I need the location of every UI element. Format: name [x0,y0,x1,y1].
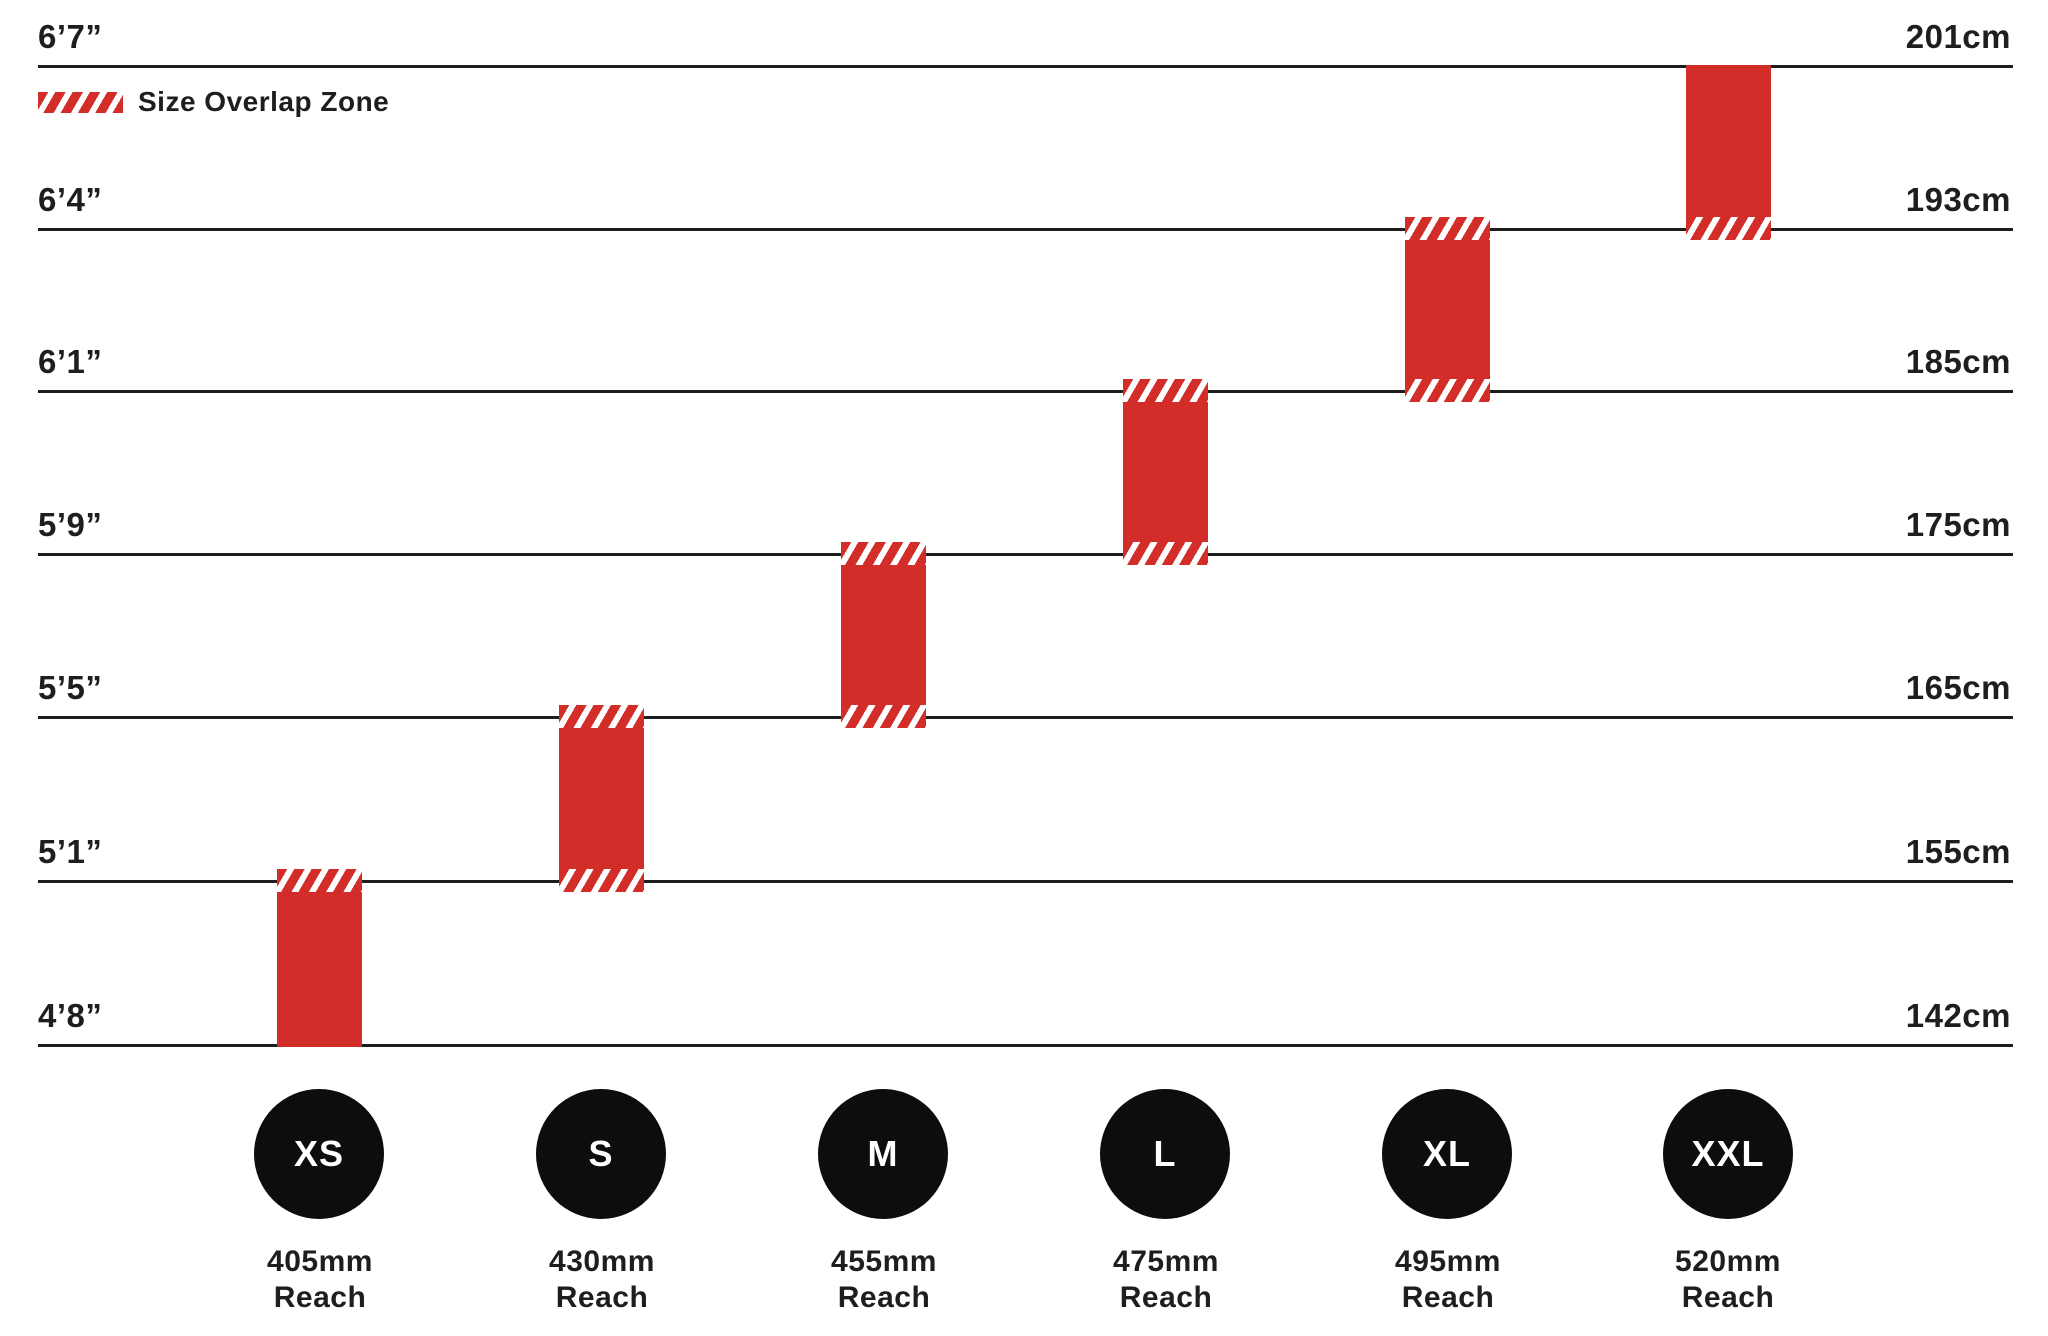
reach-value: 495mm [1395,1245,1501,1278]
reach-value: 455mm [831,1245,937,1278]
gridline-185cm [38,390,2013,393]
reach-word: Reach [1119,1281,1213,1314]
overlap-zone-hatch [841,705,926,728]
tick-metric-142cm: 142cm [1905,997,2011,1034]
gridline-193cm [38,228,2013,231]
size-badge-label: XXL [1691,1133,1765,1174]
overlap-zone-hatch [277,869,362,892]
tick-metric-201cm: 201cm [1905,18,2011,55]
reach-word: Reach [555,1281,649,1314]
tick-imperial-5ft1: 5’1” [38,833,103,870]
reach-value: 475mm [1113,1245,1219,1278]
size-badge-xl: XL [1382,1089,1512,1219]
size-bar-xxl [1686,65,1771,240]
size-bar-xl [1405,217,1490,402]
size-badge-xxl: XXL [1663,1089,1793,1219]
reach-label-l: 475mm Reach [1056,1244,1276,1316]
tick-imperial-5ft5: 5’5” [38,669,103,706]
reach-word: Reach [273,1281,367,1314]
tick-imperial-6ft4: 6’4” [38,181,103,218]
gridline-175cm [38,553,2013,556]
size-badge-label: L [1153,1133,1177,1174]
legend-label: Size Overlap Zone [138,86,390,117]
size-bar-s [559,705,644,892]
reach-label-xs: 405mm Reach [210,1244,430,1316]
gridline-165cm [38,716,2013,719]
tick-metric-165cm: 165cm [1905,669,2011,706]
overlap-zone-hatch [1123,379,1208,402]
reach-word: Reach [837,1281,931,1314]
legend: Size Overlap Zone [38,86,389,118]
overlap-zone-hatch [559,705,644,728]
reach-value: 520mm [1675,1245,1781,1278]
reach-value: 430mm [549,1245,655,1278]
tick-metric-193cm: 193cm [1905,181,2011,218]
gridline-201cm [38,65,2013,68]
overlap-zone-hatch [1686,217,1771,240]
tick-metric-155cm: 155cm [1905,833,2011,870]
size-bar-m [841,542,926,728]
size-badge-label: M [867,1133,899,1174]
overlap-zone-hatch [1123,542,1208,565]
size-badge-label: S [588,1133,614,1174]
gridline-155cm [38,880,2013,883]
reach-value: 405mm [267,1245,373,1278]
reach-word: Reach [1401,1281,1495,1314]
reach-word: Reach [1681,1281,1775,1314]
overlap-hatch-swatch-icon [38,91,123,113]
reach-label-s: 430mm Reach [492,1244,712,1316]
overlap-zone-hatch [841,542,926,565]
tick-imperial-5ft9: 5’9” [38,506,103,543]
size-badge-m: M [818,1089,948,1219]
reach-label-m: 455mm Reach [774,1244,994,1316]
reach-label-xl: 495mm Reach [1338,1244,1558,1316]
tick-imperial-4ft8: 4’8” [38,997,103,1034]
size-badge-xs: XS [254,1089,384,1219]
gridline-142cm [38,1044,2013,1047]
size-badge-s: S [536,1089,666,1219]
tick-imperial-6ft1: 6’1” [38,343,103,380]
size-badge-label: XS [293,1133,345,1174]
overlap-zone-hatch [1405,217,1490,240]
tick-metric-185cm: 185cm [1905,343,2011,380]
overlap-zone-hatch [559,869,644,892]
tick-imperial-6ft7: 6’7” [38,18,103,55]
overlap-zone-hatch [1405,379,1490,402]
size-bar-xs [277,869,362,1047]
size-bar-l [1123,379,1208,565]
size-badge-label: XL [1422,1133,1471,1174]
tick-metric-175cm: 175cm [1905,506,2011,543]
size-badge-l: L [1100,1089,1230,1219]
reach-label-xxl: 520mm Reach [1618,1244,1838,1316]
